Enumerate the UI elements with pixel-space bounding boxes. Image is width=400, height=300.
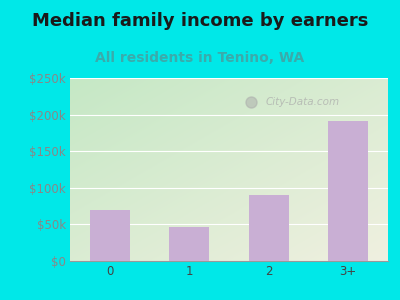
Bar — [169, 226, 209, 261]
Text: All residents in Tenino, WA: All residents in Tenino, WA — [95, 51, 305, 65]
Text: City-Data.com: City-Data.com — [265, 97, 339, 107]
Bar — [328, 121, 368, 261]
Text: Median family income by earners: Median family income by earners — [32, 12, 368, 30]
Bar — [90, 210, 130, 261]
Bar — [249, 195, 289, 261]
